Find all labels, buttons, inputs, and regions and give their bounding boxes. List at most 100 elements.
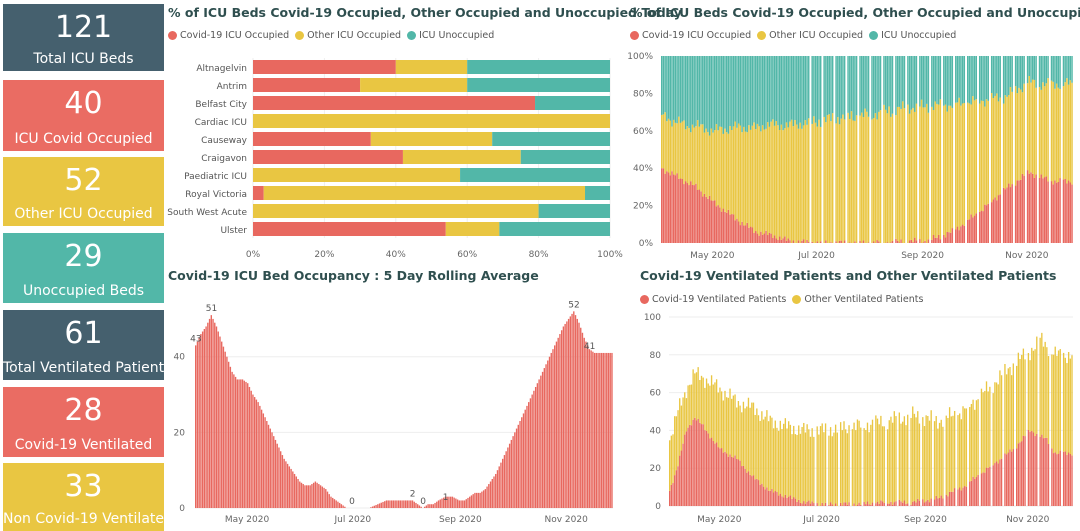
daily-bar-segment bbox=[931, 239, 933, 243]
daily-bar-segment bbox=[1033, 177, 1036, 243]
daily-bar-segment bbox=[1030, 172, 1032, 243]
daily-bar-segment bbox=[710, 56, 713, 129]
covid-ventilated-bar bbox=[1000, 458, 1003, 506]
rolling-bar bbox=[286, 463, 289, 508]
x-tick-label: Sep 2020 bbox=[439, 515, 482, 525]
covid-ventilated-bar bbox=[679, 455, 681, 506]
daily-bar-segment bbox=[944, 56, 947, 105]
legend-item[interactable]: Other ICU Occupied bbox=[295, 30, 401, 41]
covid-ventilated-bar bbox=[816, 503, 818, 506]
daily-bar-segment bbox=[852, 120, 854, 243]
covid-ventilated-bar bbox=[953, 488, 956, 506]
daily-bar-segment bbox=[915, 56, 918, 104]
other-ventilated-bar bbox=[895, 416, 897, 502]
daily-bar-segment bbox=[1030, 82, 1032, 173]
legend-other-dot bbox=[295, 31, 305, 40]
daily-bar-segment bbox=[669, 120, 672, 176]
daily-bar-segment bbox=[719, 207, 721, 243]
covid-ventilated-bar bbox=[729, 454, 731, 506]
daily-bar-segment bbox=[816, 241, 819, 243]
rolling-bar bbox=[573, 311, 575, 508]
covid-ventilated-bar bbox=[831, 504, 833, 506]
legend-item[interactable]: Covid-19 Ventilated Patients bbox=[640, 294, 786, 305]
daily-bar-segment bbox=[799, 122, 801, 243]
covid-ventilated-bar bbox=[974, 478, 976, 506]
daily-bar-segment bbox=[744, 56, 747, 132]
legend-item[interactable]: ICU Unoccupied bbox=[407, 30, 494, 41]
covid-ventilated-bar bbox=[1012, 449, 1014, 506]
other-ventilated-bar bbox=[1017, 352, 1020, 444]
daily-bar-segment bbox=[780, 124, 783, 240]
daily-bar-segment bbox=[886, 242, 889, 243]
legend-item[interactable]: Covid-19 ICU Occupied bbox=[630, 30, 751, 41]
covid-ventilated-bar bbox=[928, 502, 931, 506]
rolling-bar bbox=[583, 337, 585, 508]
covid-ventilated-bar bbox=[1071, 455, 1073, 506]
other-ventilated-bar bbox=[731, 398, 733, 457]
daily-bar-segment bbox=[1014, 86, 1017, 186]
other-ventilated-bar bbox=[1069, 358, 1071, 454]
daily-bar-segment bbox=[696, 56, 699, 121]
daily-bar-segment bbox=[960, 105, 962, 227]
x-tick-label: 60% bbox=[457, 250, 477, 260]
daily-bar-segment bbox=[736, 127, 738, 219]
other-ventilated-bar bbox=[905, 425, 907, 504]
legend-item[interactable]: Other Ventilated Patients bbox=[792, 294, 923, 305]
legend-item[interactable]: ICU Unoccupied bbox=[869, 30, 956, 41]
daily-bar-segment bbox=[890, 56, 892, 117]
daily-bar-segment bbox=[765, 128, 767, 231]
daily-bar-segment bbox=[999, 97, 1001, 195]
daily-bar-segment bbox=[956, 226, 959, 243]
other-ventilated-bar bbox=[813, 436, 815, 504]
daily-bar-segment bbox=[1026, 83, 1029, 171]
covid-ventilated-bar bbox=[717, 447, 719, 506]
daily-bar-segment bbox=[765, 230, 767, 243]
other-ventilated-bar bbox=[1056, 355, 1058, 455]
rolling-bar bbox=[195, 345, 197, 508]
covid-ventilated-bar bbox=[794, 498, 797, 506]
other-ventilated-bar bbox=[923, 426, 926, 503]
daily-bar-segment bbox=[1020, 56, 1022, 90]
rolling-bar bbox=[491, 479, 493, 508]
rolling-bar bbox=[378, 503, 381, 508]
daily-bar-segment bbox=[963, 103, 966, 226]
rolling-bar bbox=[524, 409, 526, 508]
other-ventilated-bar bbox=[1021, 354, 1023, 442]
rolling-bar bbox=[262, 413, 265, 508]
other-ventilated-bar bbox=[922, 417, 924, 500]
daily-bar-segment bbox=[999, 56, 1001, 98]
kpi-value: 61 bbox=[64, 316, 103, 351]
other-ventilated-bar bbox=[1012, 363, 1014, 450]
legend-label: Covid-19 ICU Occupied bbox=[642, 30, 752, 41]
rolling-bar bbox=[512, 436, 514, 508]
x-tick-label: Nov 2020 bbox=[544, 515, 588, 525]
covid-ventilated-bar bbox=[720, 448, 723, 506]
covid-ventilated-bar bbox=[886, 503, 889, 506]
daily-bar-segment bbox=[729, 56, 731, 127]
daily-bar-segment bbox=[1054, 56, 1056, 89]
daily-bar-segment bbox=[961, 224, 964, 243]
legend-item[interactable]: Other ICU Occupied bbox=[757, 30, 863, 41]
other-ventilated-bar bbox=[863, 428, 865, 503]
rolling-bar bbox=[316, 482, 318, 508]
daily-bar-segment bbox=[676, 123, 678, 174]
covid-ventilated-bar bbox=[670, 484, 673, 506]
other-ventilated-bar bbox=[980, 388, 983, 474]
rolling-bar bbox=[234, 376, 237, 508]
rolling-bar bbox=[273, 436, 275, 508]
covid-ventilated-bar bbox=[878, 503, 880, 506]
daily-bar-segment bbox=[987, 56, 989, 101]
rolling-bar bbox=[200, 334, 202, 508]
rolling-bar bbox=[224, 351, 226, 508]
daily-bar-segment bbox=[741, 56, 743, 133]
legend-item[interactable]: Covid-19 ICU Occupied bbox=[168, 30, 289, 41]
bar-segment bbox=[467, 60, 610, 74]
daily-bar-segment bbox=[662, 168, 665, 243]
bar-segment bbox=[253, 186, 264, 200]
x-tick-label: Jul 2020 bbox=[797, 251, 835, 261]
other-ventilated-bar bbox=[870, 424, 872, 505]
daily-bar-segment bbox=[828, 114, 830, 244]
rolling-bar bbox=[285, 461, 287, 508]
daily-bar-segment bbox=[702, 56, 704, 125]
daily-bar-segment bbox=[890, 116, 892, 243]
